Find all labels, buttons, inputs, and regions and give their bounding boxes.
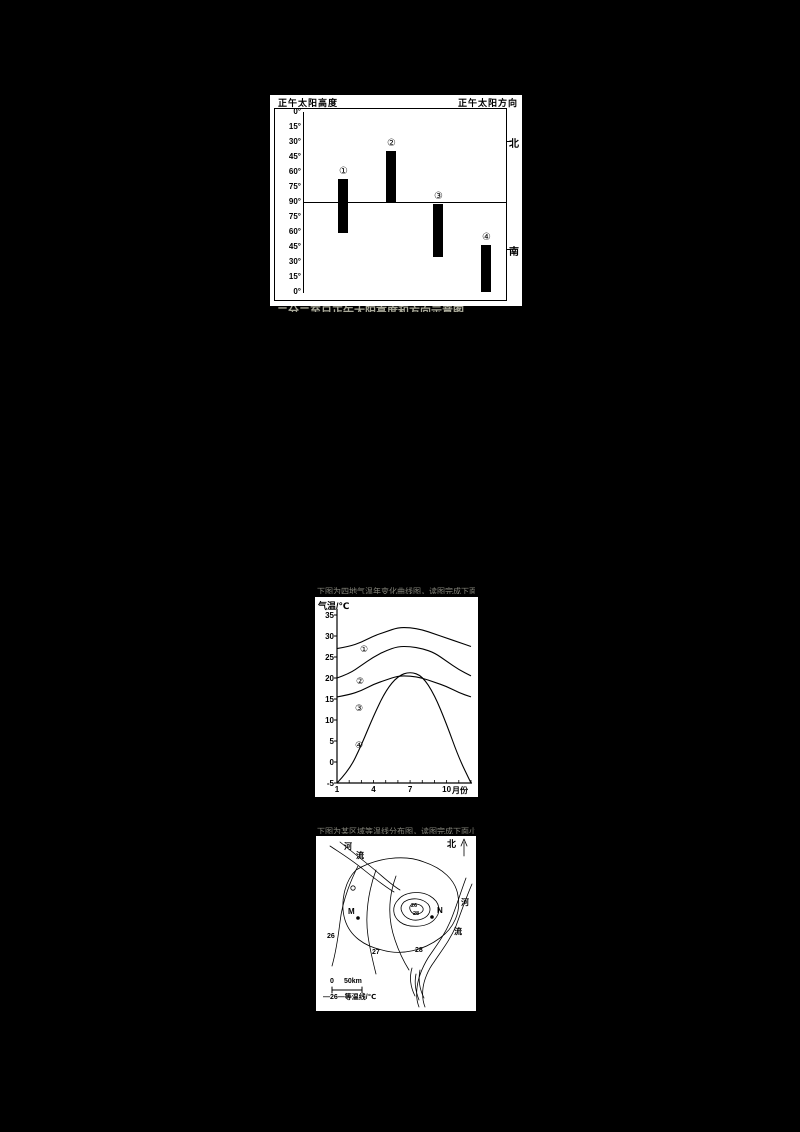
fig1-ytick: 0° <box>293 287 301 296</box>
temperature-curve-④ <box>336 672 472 784</box>
temperature-curves-plot <box>334 609 472 784</box>
solar-bar-label: ③ <box>434 191 443 202</box>
fig2-x-unit-label: 月份 <box>452 786 468 795</box>
curve-label-1: ① <box>360 644 369 654</box>
river-label-he-right: 河 <box>461 898 469 907</box>
outer-contour <box>342 857 460 953</box>
isotherm-map-figure: 北 河 流 河 流 M N 26 27 28 26 28 0 50km —26—… <box>315 835 477 1012</box>
fig1-ytick: 30° <box>288 137 301 146</box>
fig1-ytick: 15° <box>288 122 301 131</box>
solar-bar-label: ② <box>387 138 396 149</box>
fig1-header: 正午太阳高度 正午太阳方向 <box>278 96 518 109</box>
isotherm-27-label: 27 <box>372 949 380 956</box>
fig2-caption-cropped: 下图为四地气温年变化曲线图，读图完成下面小题。 <box>317 587 475 594</box>
river-top-left-line <box>339 841 401 891</box>
fig2-y-axis-label: 气温/℃ <box>318 601 350 611</box>
point-n-label: N <box>437 906 443 915</box>
fig1-chart-frame: 0° 15° 30° 45° 60° 75° 90° 75° 60° 45° 30° 15° 0° ① ②… <box>274 107 507 301</box>
solar-bar-1 <box>338 179 348 233</box>
isotherm-28-label: 28 <box>415 947 423 954</box>
north-arrow-head <box>460 838 468 847</box>
river-delta-channels <box>410 967 425 1001</box>
solar-bar-3 <box>433 204 443 257</box>
map-north-label: 北 <box>447 839 457 849</box>
center-isotherm-label-28: 28 <box>413 911 420 917</box>
north-tick-mark <box>506 141 511 142</box>
river-label-he-tl: 河 <box>344 842 352 851</box>
isotherm-28-line <box>389 875 410 971</box>
point-m-dot <box>356 916 360 920</box>
fig1-caption-cropped: 二分二至日正午太阳高度和方向示意图 <box>277 306 464 312</box>
solar-altitude-figure: 正午太阳高度 正午太阳方向 0° 15° 30° 45° 60° 75° 90° 75° 60°… <box>270 95 522 306</box>
solar-bar-2 <box>386 151 396 202</box>
point-n-dot <box>430 915 434 919</box>
fig1-ytick: 75° <box>288 212 301 221</box>
city-circle-marker <box>350 885 356 891</box>
solar-bar-4 <box>481 245 491 292</box>
solar-bar-label: ④ <box>482 232 491 243</box>
curve-label-3: ③ <box>355 703 364 713</box>
south-tick-mark <box>506 249 511 250</box>
fig1-ytick: 90° <box>288 197 301 206</box>
map-line-work <box>329 838 473 1008</box>
south-direction-label: 南 <box>509 247 519 258</box>
river-label-liu-tl: 流 <box>356 851 364 860</box>
fig1-ytick: 75° <box>288 182 301 191</box>
curve-label-2: ② <box>356 676 365 686</box>
fig1-ytick: 0° <box>293 107 301 116</box>
temperature-curve-① <box>336 627 472 650</box>
closed-isotherm-outer <box>393 892 440 927</box>
river-top-left-line <box>329 845 395 893</box>
closed-isotherm-middle <box>400 898 431 921</box>
isotherm-26-line <box>331 865 359 967</box>
scale-bar <box>331 986 363 994</box>
temperature-curve-② <box>336 645 472 679</box>
isotherm-legend: —26—等温线/℃ <box>323 994 377 1001</box>
river-right-line <box>416 877 467 1008</box>
fig1-ytick: 60° <box>288 167 301 176</box>
center-isotherm-label-26: 26 <box>411 903 418 909</box>
fig1-ytick: 60° <box>288 227 301 236</box>
fig1-ytick: 15° <box>288 272 301 281</box>
scale-zero-label: 0 <box>330 978 334 985</box>
scale-distance-label: 50km <box>344 978 362 985</box>
fig1-ytick: 45° <box>288 152 301 161</box>
fig1-bars-layer: ① ② ③ ④ <box>275 109 506 300</box>
solar-bar-label: ① <box>339 166 348 177</box>
closed-isotherm-inner <box>409 903 424 915</box>
fig1-right-title: 正午太阳方向 <box>457 98 518 108</box>
fig3-caption-cropped: 下图为某区域等温线分布图，读图完成下面小题。 <box>317 827 475 834</box>
temperature-curve-③ <box>336 675 472 698</box>
river-label-liu-right: 流 <box>454 927 462 936</box>
isotherm-26-label: 26 <box>327 933 335 940</box>
fig1-left-title: 正午太阳高度 <box>278 98 339 108</box>
north-direction-label: 北 <box>509 139 519 150</box>
temperature-chart-figure: 气温/℃ 35 30 25 20 15 10 5 0 -5 1 4 7 10 月份 ① ② ③ ④ <box>315 597 478 797</box>
fig1-ytick: 45° <box>288 242 301 251</box>
curve-label-4: ④ <box>355 740 364 750</box>
fig1-y-axis-ticks: 0° 15° 30° 45° 60° 75° 90° 75° 60° 45° 30° 15° 0° <box>275 107 506 300</box>
isotherm-27-line <box>366 869 377 975</box>
fig1-ytick: 30° <box>288 257 301 266</box>
fig1-90-degree-line <box>303 202 506 203</box>
point-m-label: M <box>348 907 355 916</box>
